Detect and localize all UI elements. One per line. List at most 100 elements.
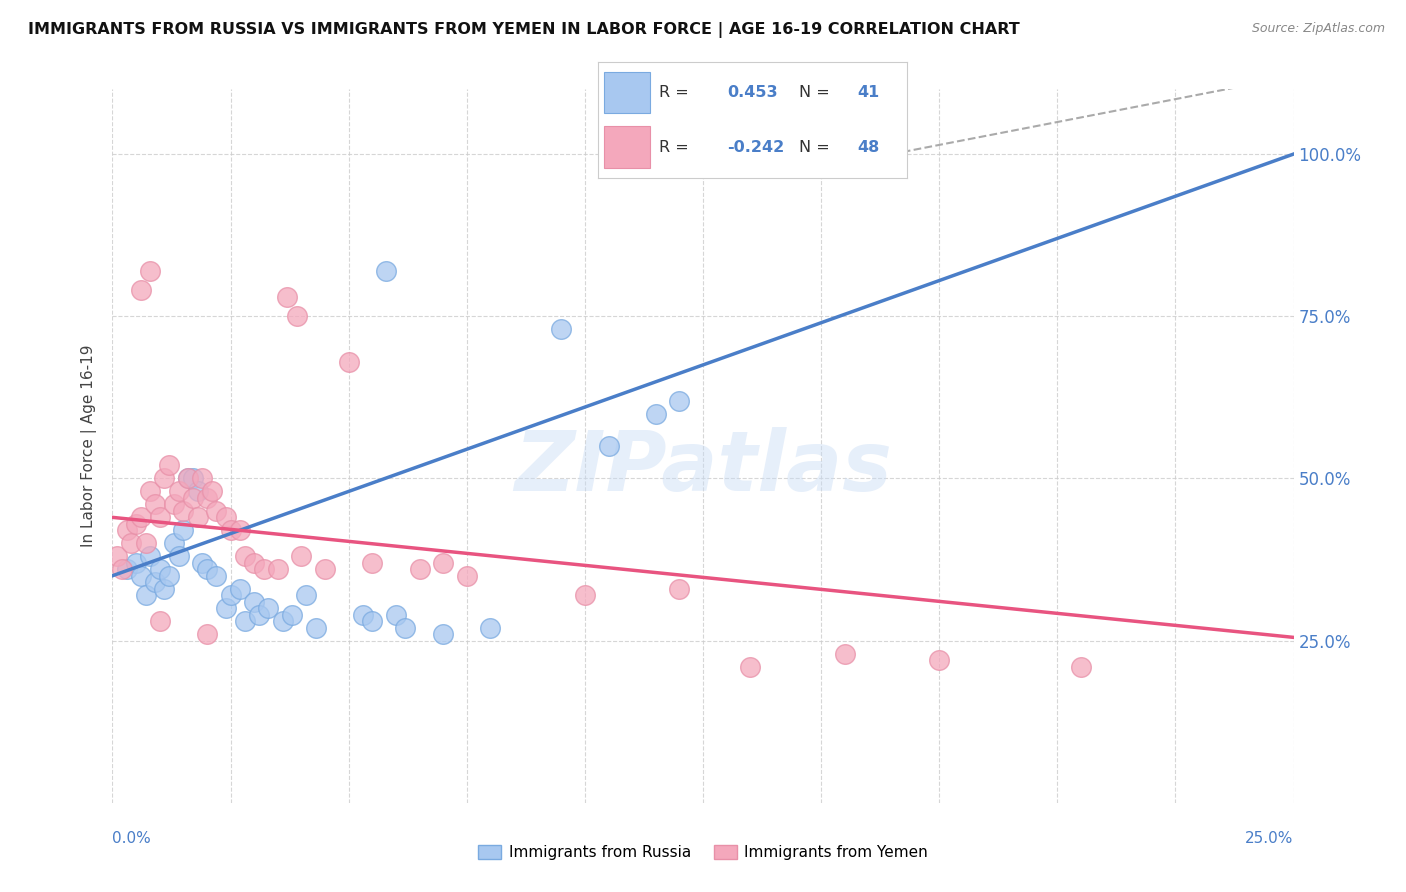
- Point: [432, 627, 454, 641]
- Point: [574, 588, 596, 602]
- Point: [285, 310, 308, 324]
- Point: [479, 621, 502, 635]
- Point: [111, 562, 134, 576]
- Point: [375, 264, 398, 278]
- Point: [456, 568, 478, 582]
- Point: [125, 556, 148, 570]
- Point: [408, 562, 430, 576]
- Point: [267, 562, 290, 576]
- Point: [139, 264, 162, 278]
- Point: [163, 536, 186, 550]
- Point: [219, 588, 242, 602]
- Point: [361, 556, 384, 570]
- Point: [295, 588, 318, 602]
- Point: [115, 562, 138, 576]
- Point: [1070, 659, 1092, 673]
- Point: [644, 407, 666, 421]
- Point: [243, 595, 266, 609]
- Point: [120, 536, 142, 550]
- Point: [195, 491, 218, 505]
- Point: [195, 562, 218, 576]
- Point: [143, 497, 166, 511]
- Text: 0.453: 0.453: [727, 85, 778, 100]
- Point: [257, 601, 280, 615]
- Text: N =: N =: [799, 85, 830, 100]
- Text: -0.242: -0.242: [727, 139, 785, 154]
- Text: R =: R =: [659, 139, 689, 154]
- Point: [352, 607, 374, 622]
- Point: [157, 458, 180, 473]
- FancyBboxPatch shape: [603, 71, 650, 113]
- Point: [177, 471, 200, 485]
- Text: 48: 48: [858, 139, 880, 154]
- Point: [276, 290, 298, 304]
- Point: [191, 556, 214, 570]
- Point: [201, 484, 224, 499]
- Point: [129, 568, 152, 582]
- Legend: Immigrants from Russia, Immigrants from Yemen: Immigrants from Russia, Immigrants from …: [472, 839, 934, 866]
- Text: 41: 41: [858, 85, 880, 100]
- Point: [163, 497, 186, 511]
- Point: [394, 621, 416, 635]
- Point: [181, 471, 204, 485]
- Text: R =: R =: [659, 85, 689, 100]
- Text: N =: N =: [799, 139, 830, 154]
- Point: [149, 614, 172, 628]
- Point: [129, 283, 152, 297]
- Point: [928, 653, 950, 667]
- Point: [186, 510, 208, 524]
- Point: [337, 354, 360, 368]
- Point: [598, 439, 620, 453]
- Text: Source: ZipAtlas.com: Source: ZipAtlas.com: [1251, 22, 1385, 36]
- Point: [181, 491, 204, 505]
- Point: [361, 614, 384, 628]
- Point: [167, 549, 190, 564]
- Point: [229, 524, 252, 538]
- Point: [105, 549, 128, 564]
- Point: [880, 147, 903, 161]
- Text: IMMIGRANTS FROM RUSSIA VS IMMIGRANTS FROM YEMEN IN LABOR FORCE | AGE 16-19 CORRE: IMMIGRANTS FROM RUSSIA VS IMMIGRANTS FRO…: [28, 22, 1019, 38]
- Text: 25.0%: 25.0%: [1246, 831, 1294, 846]
- Point: [149, 562, 172, 576]
- FancyBboxPatch shape: [603, 126, 650, 168]
- Point: [172, 524, 194, 538]
- Point: [233, 614, 256, 628]
- Point: [153, 471, 176, 485]
- Text: ZIPatlas: ZIPatlas: [515, 427, 891, 508]
- Point: [195, 627, 218, 641]
- Point: [149, 510, 172, 524]
- Point: [243, 556, 266, 570]
- Point: [191, 471, 214, 485]
- Point: [314, 562, 336, 576]
- Point: [290, 549, 312, 564]
- Point: [740, 659, 762, 673]
- Point: [432, 556, 454, 570]
- Point: [253, 562, 276, 576]
- Point: [157, 568, 180, 582]
- Point: [139, 484, 162, 499]
- Point: [247, 607, 270, 622]
- Point: [215, 510, 238, 524]
- Point: [550, 322, 572, 336]
- Point: [177, 471, 200, 485]
- Y-axis label: In Labor Force | Age 16-19: In Labor Force | Age 16-19: [80, 344, 97, 548]
- Point: [167, 484, 190, 499]
- Point: [219, 524, 242, 538]
- Point: [233, 549, 256, 564]
- Point: [205, 568, 228, 582]
- Point: [271, 614, 294, 628]
- Point: [153, 582, 176, 596]
- Point: [668, 393, 690, 408]
- Point: [115, 524, 138, 538]
- Point: [135, 536, 157, 550]
- Point: [668, 582, 690, 596]
- Point: [281, 607, 304, 622]
- Point: [215, 601, 238, 615]
- Point: [125, 516, 148, 531]
- Point: [135, 588, 157, 602]
- Point: [304, 621, 326, 635]
- Point: [186, 484, 208, 499]
- Point: [172, 504, 194, 518]
- Point: [834, 647, 856, 661]
- Text: 0.0%: 0.0%: [112, 831, 152, 846]
